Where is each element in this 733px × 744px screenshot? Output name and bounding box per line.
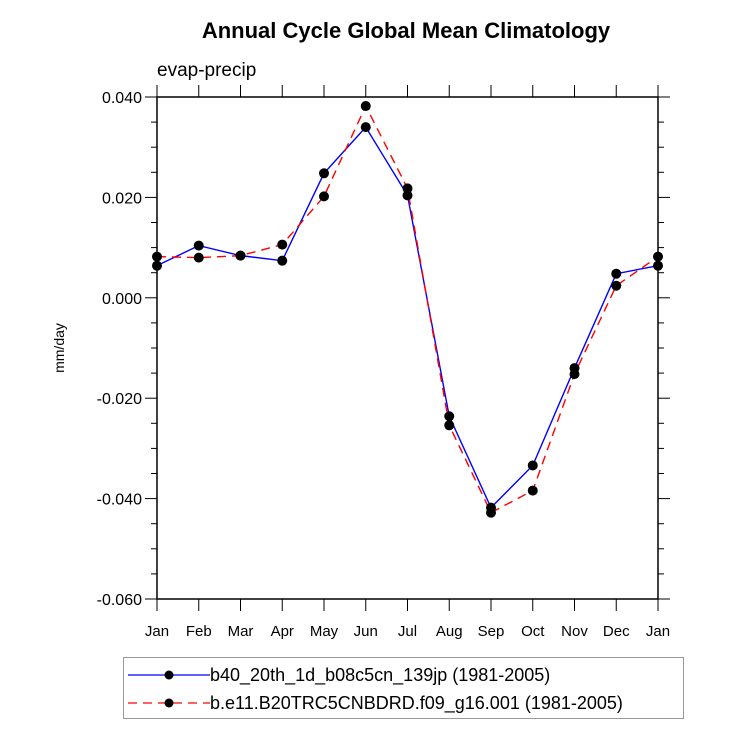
x-tick-label: Jan: [646, 623, 670, 640]
x-tick-label: Aug: [436, 623, 463, 640]
legend-label-series-2: b.e11.B20TRC5CNBDRD.f09_g16.001 (1981-20…: [210, 692, 623, 713]
series-line-2: [156, 104, 659, 514]
series-2-marker: [319, 191, 329, 202]
legend: b40_20th_1d_b08c5cn_139jp (1981-2005) b.…: [123, 657, 684, 719]
series-1-marker: [277, 255, 288, 266]
x-tick-label: Apr: [271, 623, 294, 640]
series-2-marker: [653, 251, 663, 262]
series-2-marker: [235, 250, 246, 261]
series-2-marker: [444, 420, 455, 431]
series-1-marker: [360, 122, 371, 133]
y-tick-label: -0.060: [97, 592, 142, 609]
x-tick-label: Oct: [521, 623, 545, 640]
legend-swatch-series-2: [128, 698, 210, 708]
legend-entry-series-1: b40_20th_1d_b08c5cn_139jp (1981-2005): [124, 661, 550, 689]
legend-label-series-1: b40_20th_1d_b08c5cn_139jp (1981-2005): [210, 664, 551, 685]
y-tick-label: -0.040: [97, 492, 142, 509]
y-tick-label: 0.020: [102, 190, 142, 207]
series-2-marker: [193, 252, 204, 263]
series-1-marker: [152, 260, 162, 271]
series-2-marker: [152, 251, 162, 262]
chart-subtitle: evap-precip: [157, 60, 257, 81]
series-1-marker: [193, 240, 204, 251]
x-tick-label: Mar: [228, 623, 254, 640]
x-tick-label: Jul: [398, 623, 417, 640]
x-tick-label: Jan: [145, 623, 169, 640]
series-1-marker: [527, 460, 538, 471]
x-tick-label: Dec: [603, 623, 630, 640]
chart-title: Annual Cycle Global Mean Climatology: [201, 18, 611, 43]
series-2-marker: [360, 101, 371, 112]
series-1-marker: [402, 190, 413, 201]
x-tick-label: Nov: [561, 623, 588, 640]
x-tick-label: Sep: [478, 623, 505, 640]
plot-area: Jan Feb Mar Apr May Jun Jul Aug Sep Oct Nov Dec Jan 0…: [51, 85, 670, 640]
series-2-marker: [402, 183, 413, 194]
y-tick-label: -0.020: [97, 391, 142, 408]
series-1-marker: [611, 268, 622, 279]
y-tick-label: 0.000: [102, 291, 142, 308]
x-tick-label: Jun: [354, 623, 378, 640]
series-2-marker: [569, 369, 580, 380]
series-2-marker: [486, 507, 496, 518]
y-axis-label: mm/day: [51, 323, 67, 373]
legend-swatch-series-1: [128, 670, 210, 680]
series-2-marker: [527, 485, 538, 496]
series-1-marker: [444, 411, 455, 422]
legend-entry-series-2: b.e11.B20TRC5CNBDRD.f09_g16.001 (1981-20…: [124, 689, 623, 717]
x-tick-label: May: [310, 623, 339, 640]
series-1-marker: [653, 260, 663, 271]
series-2-marker: [611, 280, 622, 291]
series-1-marker: [319, 168, 329, 179]
series-2-marker: [277, 239, 288, 250]
y-tick-label: 0.040: [102, 90, 142, 107]
x-tick-label: Feb: [186, 623, 212, 640]
